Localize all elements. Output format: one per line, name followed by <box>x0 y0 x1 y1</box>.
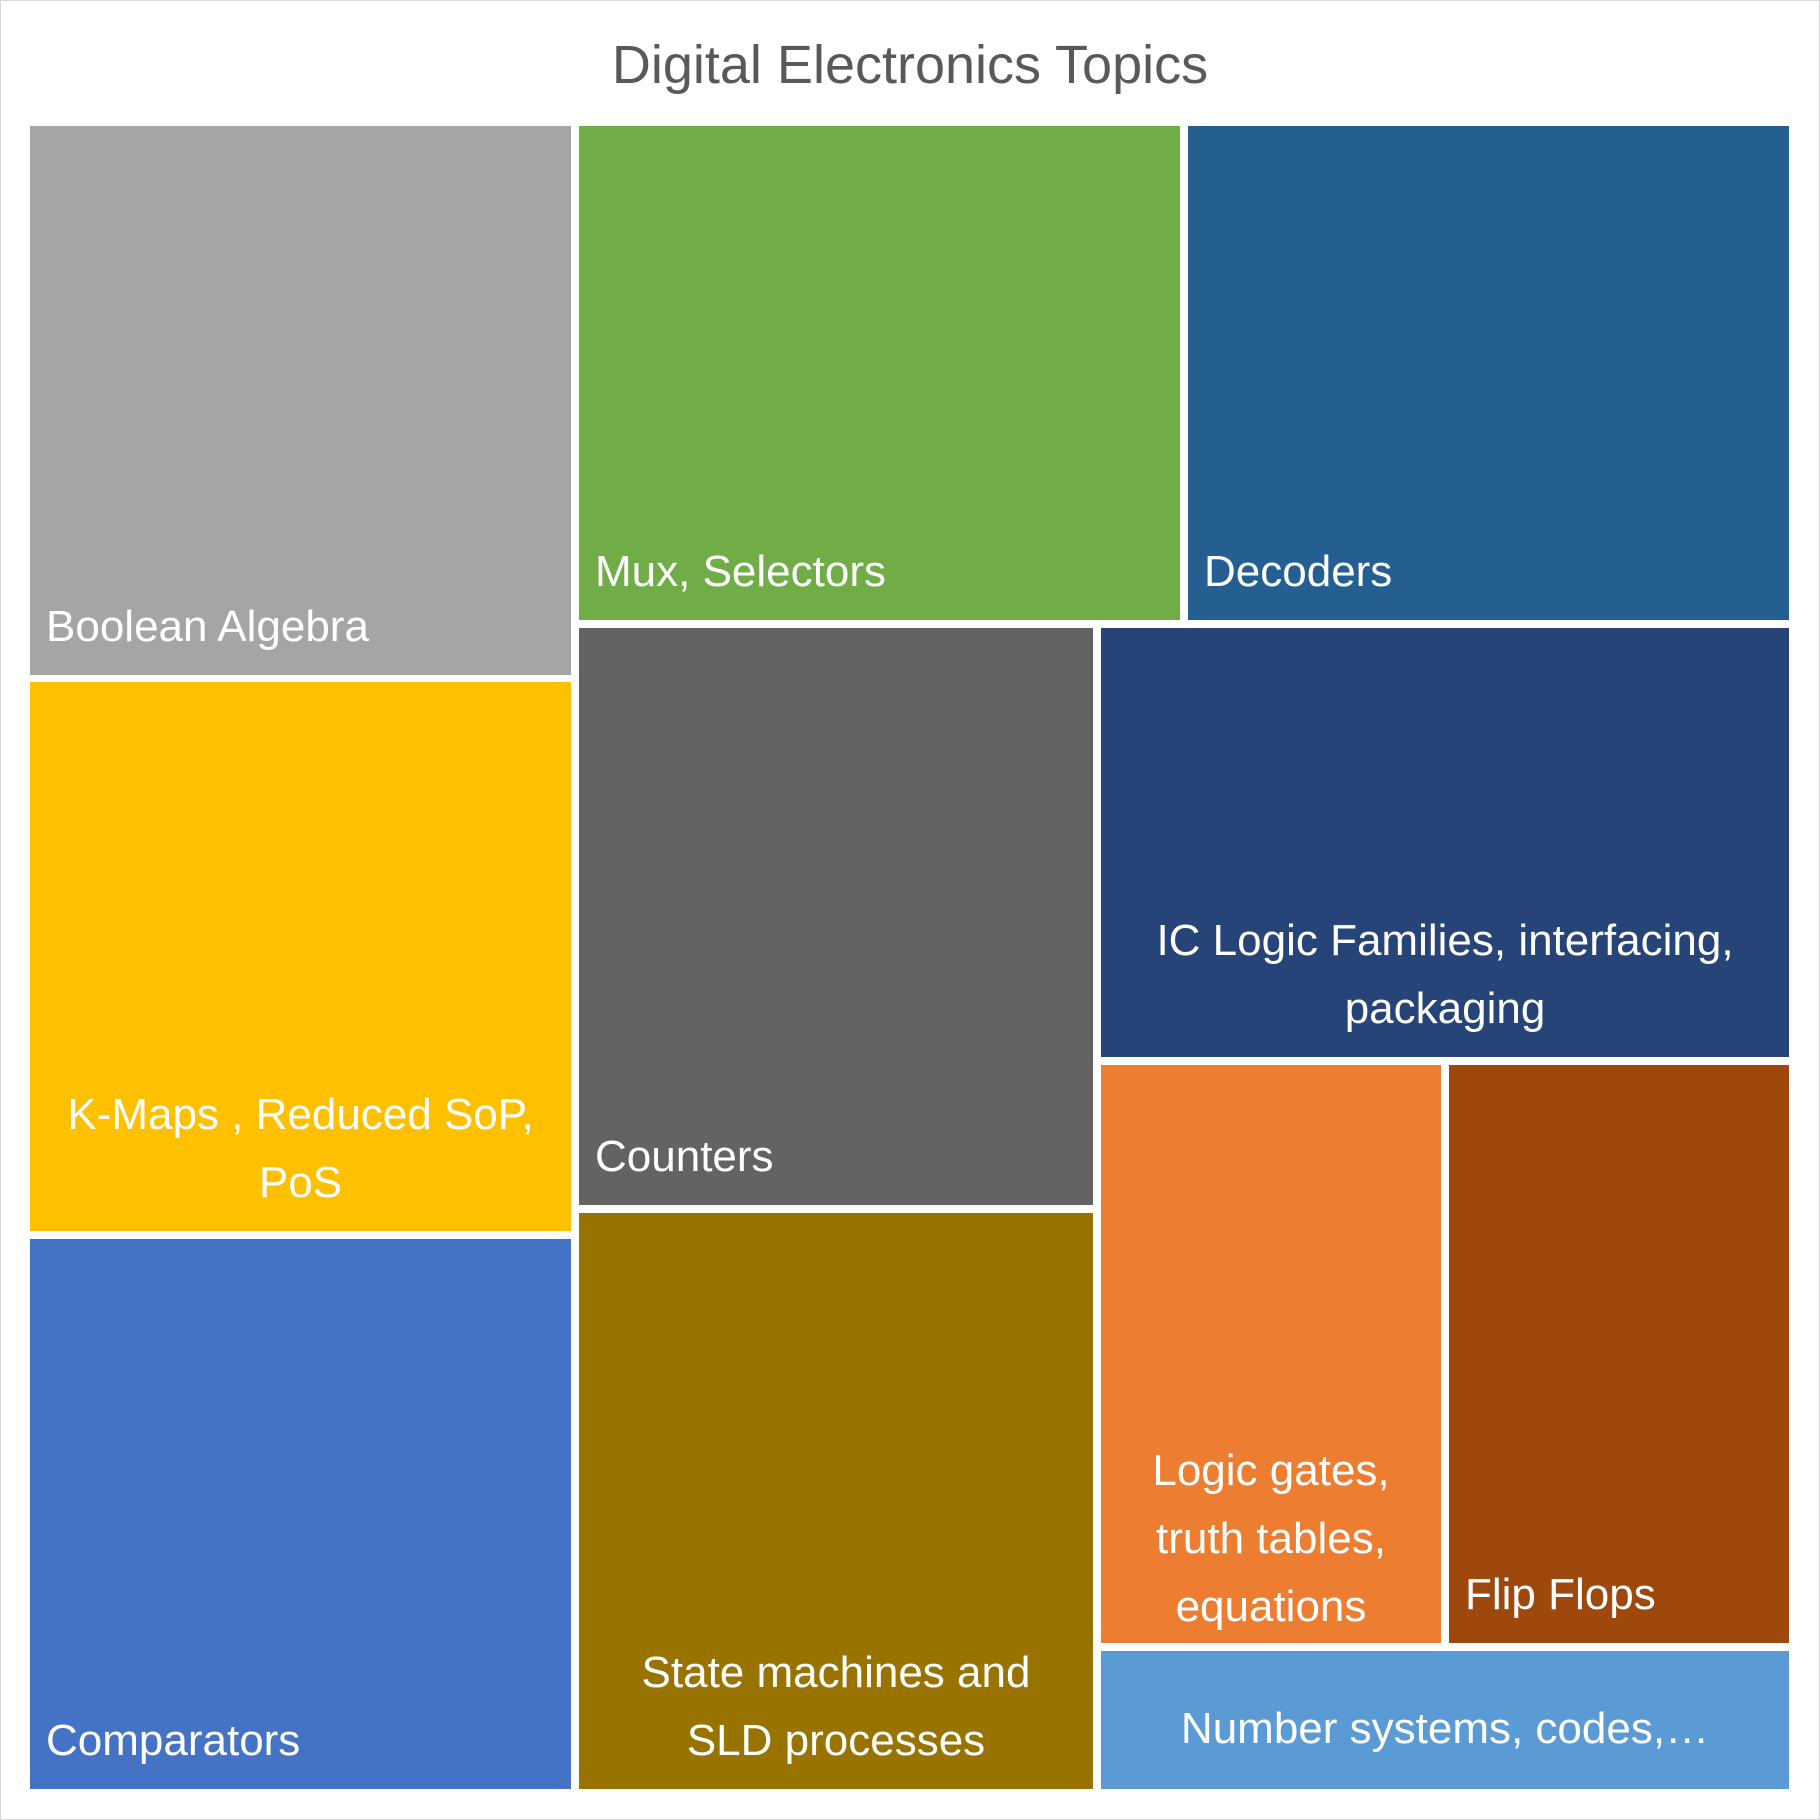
tile-k-maps: K-Maps , Reduced SoP, PoS <box>30 682 571 1231</box>
chart-title: Digital Electronics Topics <box>611 35 1209 95</box>
tile-flip-flops: Flip Flops <box>1449 1065 1789 1643</box>
tile-label: Flip Flops <box>1465 1570 1656 1619</box>
tile-boolean-algebra: Boolean Algebra <box>30 126 571 675</box>
tile-label: Boolean Algebra <box>46 602 369 651</box>
tile-label: Counters <box>595 1132 774 1181</box>
tile-label: IC Logic Families, interfacing, packagin… <box>1156 916 1734 1033</box>
tile-label: Comparators <box>46 1716 301 1765</box>
tile-mux-selectors: Mux, Selectors <box>579 126 1180 620</box>
tile-label: State machines and SLD processes <box>641 1648 1031 1765</box>
tile-logic-gates: Logic gates, truth tables, equations <box>1101 1065 1441 1643</box>
tile-label: Decoders <box>1204 547 1393 596</box>
tile-counters: Counters <box>579 628 1093 1205</box>
tile-label: Mux, Selectors <box>595 547 886 596</box>
tile-decoders: Decoders <box>1188 126 1789 620</box>
tile-state-machines: State machines and SLD processes <box>579 1213 1093 1789</box>
tile-ic-logic-families: IC Logic Families, interfacing, packagin… <box>1101 628 1789 1057</box>
tile-comparators: Comparators <box>30 1239 571 1789</box>
tile-label: K-Maps , Reduced SoP, PoS <box>67 1090 534 1207</box>
tile-label: Logic gates, truth tables, equations <box>1152 1446 1390 1631</box>
tile-number-systems: Number systems, codes,… <box>1101 1651 1789 1789</box>
tile-label: Number systems, codes,… <box>1180 1704 1710 1753</box>
